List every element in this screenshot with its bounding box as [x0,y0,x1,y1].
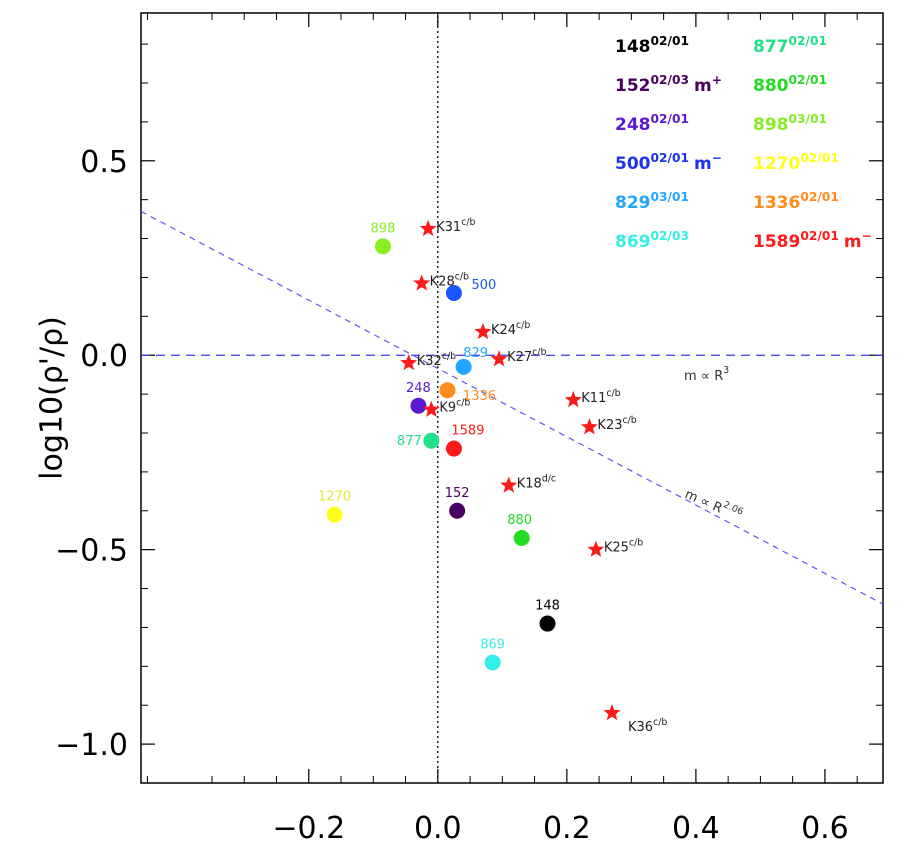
star-K9 [422,400,440,417]
x-tick-label: −0.2 [272,811,345,846]
point-898 [374,238,391,255]
star-label-K23: K23c/b [597,415,636,433]
point-877 [423,432,440,449]
star-label-K18: K18d/c [517,474,556,492]
x-tick-label: 0.6 [801,811,849,846]
line-annotation-r206: m ∝ R2.06 [682,483,745,525]
point-label-152: 152 [445,486,470,501]
point-248 [410,397,427,414]
legend-entry-248: 24802/01 [615,112,689,135]
y-tick-label: −1.0 [55,728,128,763]
point-label-1589: 1589 [451,424,484,439]
legend-entry-500: 50002/01 m− [615,151,722,174]
data-points: 148 152 248 500 829 869 877 880 898 1270 1336 1589 K… [318,217,667,735]
star-label-K31: K31c/b [436,217,475,235]
point-869 [484,654,501,671]
point-1270 [326,506,343,523]
star-K31 [419,219,437,237]
point-label-898: 898 [371,221,396,236]
star-K32 [400,354,418,371]
legend-entry-898: 89803/01 [753,112,827,135]
legend-entry-148: 14802/01 [615,34,689,57]
legend-entry-829: 82903/01 [615,190,689,213]
star-K11 [564,390,582,408]
point-label-1336: 1336 [463,389,496,404]
legend-entry-877: 87702/01 [753,34,827,57]
star-label-K32: K32c/b [417,351,456,369]
legend-entry-152: 15202/03 m+ [615,73,722,96]
star-K25 [587,540,605,557]
star-K18 [500,476,518,493]
star-K36 [603,704,621,721]
x-tick-label: 0.4 [672,811,720,846]
star-K27 [490,350,508,367]
point-label-880: 880 [507,513,532,528]
axis-ticks: −0.2 0.0 0.2 0.4 0.6 −1.0 −0.5 0.0 0.5 [55,13,883,846]
line-annotation-r3: m ∝ R3 [684,365,729,384]
point-829 [455,358,472,375]
y-tick-label: 0.0 [80,339,128,374]
legend-entry-1270: 127002/01 [753,151,839,174]
point-152 [449,502,466,519]
star-label-K25: K25c/b [604,538,643,556]
star-label-K28: K28c/b [430,271,469,289]
star-label-K24: K24c/b [491,320,530,338]
point-label-1270: 1270 [318,490,351,505]
point-label-869: 869 [480,637,505,652]
star-K24 [474,322,492,340]
star-label-K9: K9c/b [439,398,470,416]
star-K23 [580,418,598,435]
legend-entry-1589: 158902/01 m− [753,229,872,252]
y-tick-label: 0.5 [80,145,128,180]
point-880 [513,530,530,546]
x-tick-label: 0.2 [543,811,591,846]
x-tick-label: 0.0 [414,811,462,846]
legend-entry-869: 86902/03 [615,229,689,252]
y-axis-title: log10(ρ'/ρ) [35,316,70,480]
point-1336 [439,382,456,399]
point-148 [539,615,556,632]
star-label-K11: K11c/b [581,388,620,406]
plot-frame [140,12,884,784]
point-label-148: 148 [535,599,560,614]
y-tick-label: −0.5 [55,534,128,569]
point-500 [445,285,462,301]
point-label-248: 248 [406,381,431,396]
point-1589 [445,440,462,457]
star-K28 [413,274,431,291]
point-label-500: 500 [472,278,497,293]
legend-entry-1336: 133602/01 [753,190,839,213]
legend: 14802/01 15202/03 m+ 24802/01 50002/01 m− 8290… [615,34,872,252]
point-label-829: 829 [463,346,488,361]
legend-entry-880: 88002/01 [753,73,827,96]
model-line-2 [140,210,884,605]
star-label-K27: K27c/b [507,347,546,365]
star-label-K36: K36c/b [628,717,667,735]
point-label-877: 877 [397,434,422,449]
